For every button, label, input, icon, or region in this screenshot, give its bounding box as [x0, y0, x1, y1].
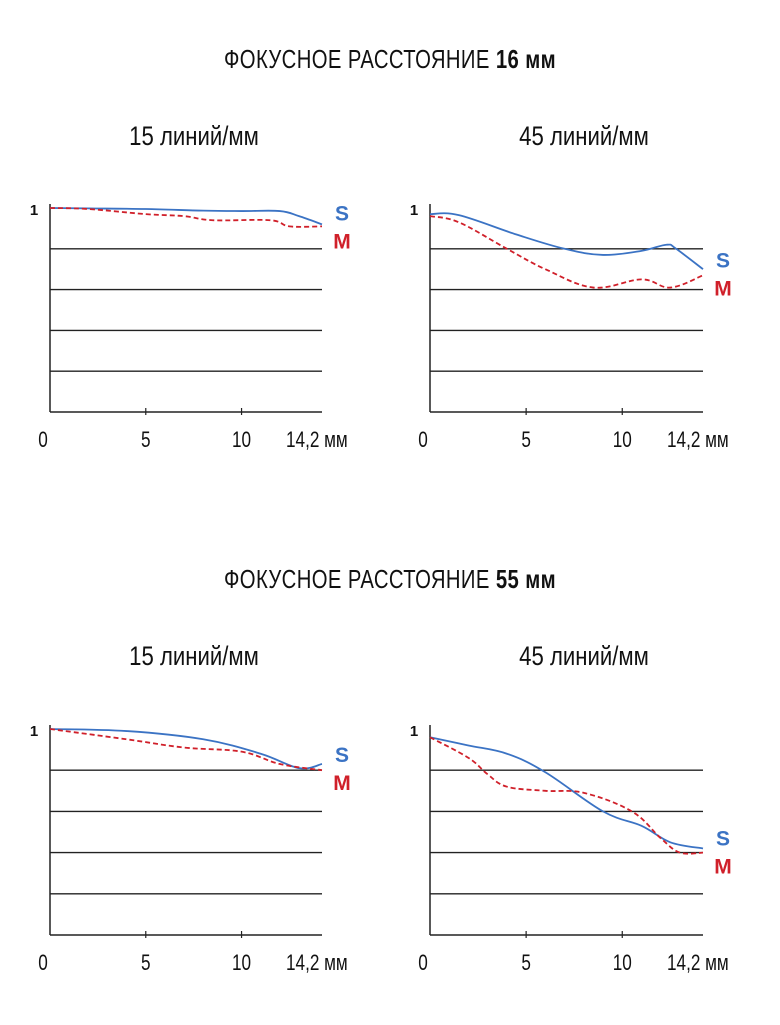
section-title-prefix: ФОКУСНОЕ РАССТОЯНИЕ — [223, 44, 496, 74]
x-tick-label: 0 — [418, 951, 428, 976]
legend-label-M: M — [714, 277, 732, 300]
section-title-prefix: ФОКУСНОЕ РАССТОЯНИЕ — [223, 564, 496, 594]
x-tick-label: 14,2 мм — [286, 951, 348, 976]
series-line-M — [49, 207, 323, 228]
x-tick-label: 5 — [141, 428, 151, 453]
x-tick-label: 10 — [232, 951, 251, 976]
series-line-M — [429, 736, 704, 855]
x-tick-label: 0 — [418, 428, 428, 453]
series-line-S — [49, 728, 323, 770]
series-line-S — [429, 212, 704, 270]
series-line-M — [429, 215, 704, 289]
chart-title: 15 линий/мм — [129, 121, 259, 151]
x-tick-label: 10 — [232, 428, 251, 453]
x-tick-label: 0 — [38, 951, 48, 976]
section-title-value: 16 мм — [495, 44, 557, 74]
legend-label-M: M — [333, 772, 351, 795]
x-tick-label: 5 — [521, 428, 531, 453]
x-tick-label: 10 — [613, 951, 632, 976]
chart-title: 45 линий/мм — [519, 641, 649, 671]
x-tick-label: 14,2 мм — [667, 951, 729, 976]
legend-label-S: S — [335, 744, 349, 767]
x-tick-label: 0 — [38, 428, 48, 453]
x-tick-label: 5 — [141, 951, 151, 976]
series-line-M — [49, 728, 323, 772]
legend-label-S: S — [716, 828, 730, 851]
x-tick-label: 5 — [521, 951, 531, 976]
y-tick-label: 1 — [410, 202, 418, 219]
y-tick-label: 1 — [410, 723, 418, 740]
section-title-55mm: ФОКУСНОЕ РАССТОЯНИЕ 55 мм — [86, 564, 694, 595]
legend-label-M: M — [333, 230, 351, 253]
section-title-value: 55 мм — [495, 564, 557, 594]
x-tick-label: 10 — [613, 428, 632, 453]
chart-title: 15 линий/мм — [129, 641, 259, 671]
x-tick-label: 14,2 мм — [667, 428, 729, 453]
x-tick-label: 14,2 мм — [286, 428, 348, 453]
y-tick-label: 1 — [30, 723, 38, 740]
legend-label-S: S — [716, 249, 730, 272]
section-title-16mm: ФОКУСНОЕ РАССТОЯНИЕ 16 мм — [86, 44, 694, 75]
series-line-S — [429, 736, 704, 850]
legend-label-M: M — [714, 856, 732, 879]
chart-title: 45 линий/мм — [519, 121, 649, 151]
y-tick-label: 1 — [30, 202, 38, 219]
legend-label-S: S — [335, 202, 349, 225]
